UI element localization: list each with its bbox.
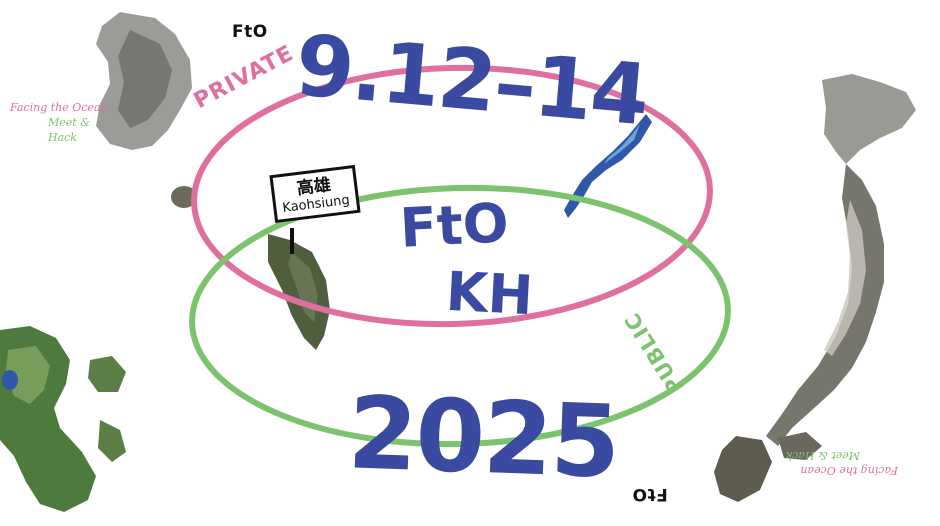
logo-text: FtO <box>232 22 268 42</box>
japan-shikoku-shape <box>778 432 822 460</box>
logo-top: FtO <box>232 22 268 42</box>
logo-text: FtO <box>632 484 668 504</box>
logo-bottom-flipped: FtO <box>632 484 668 504</box>
philippines-small-islands <box>88 356 126 462</box>
private-ring <box>191 64 713 328</box>
event-title-line-1: FtO <box>398 191 511 260</box>
japan-kyushu-shape <box>714 436 772 502</box>
public-ring <box>189 184 731 448</box>
philippines-lake <box>2 370 18 390</box>
event-year: 2025 <box>346 374 621 501</box>
tagline-line-2: Meet & Hack <box>785 449 860 462</box>
tagline-line-1: Facing the Ocean <box>10 101 108 114</box>
japan-honshu-texture <box>824 200 866 356</box>
tagline-flipped: Facing the Ocean Meet & Hack <box>778 448 898 478</box>
tagline-line-1: Facing the Ocean <box>800 464 898 477</box>
tagline-line-2: Meet & Hack <box>48 116 90 144</box>
philippines-islands-texture <box>6 346 50 404</box>
korea-island-texture <box>118 30 172 128</box>
event-title-line-2: KH <box>444 259 535 328</box>
small-island-shape <box>171 186 197 208</box>
japan-honshu-shape <box>766 164 884 446</box>
japan-hokkaido-shape <box>822 74 916 164</box>
sign-pole <box>290 228 294 254</box>
okinawa-islands-texture <box>604 124 640 164</box>
tagline: Facing the Ocean Meet & Hack <box>10 100 120 145</box>
